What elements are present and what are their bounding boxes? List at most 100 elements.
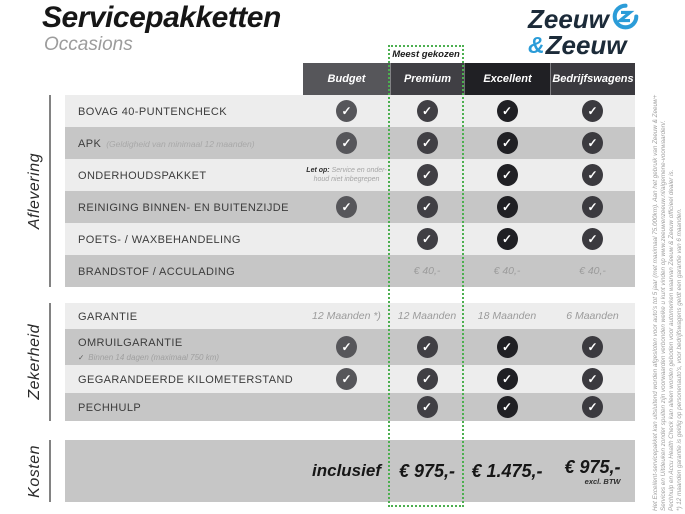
check-icon: ✓ bbox=[336, 132, 357, 154]
logo-word: Zeeuw bbox=[528, 4, 609, 34]
check-icon: ✓ bbox=[496, 228, 518, 250]
row-label: BRANDSTOF / ACCULADING bbox=[65, 262, 303, 280]
cell-premium: ✓ bbox=[390, 95, 464, 127]
table-row: ONDERHOUDSPAKKET Let op: Service en onder… bbox=[65, 159, 635, 191]
cell-budget: ✓ bbox=[303, 365, 390, 393]
price-value: € 1.475,- bbox=[471, 460, 543, 481]
column-headers: Budget Premium Excellent Bedrijfswagens bbox=[303, 63, 635, 95]
table-row: inclusief € 975,- € 1.475,- € 975,- excl. BT… bbox=[65, 440, 635, 502]
cell-bedrijfswagens: ✓ bbox=[550, 365, 635, 393]
zeeuw-en-zeeuw-logo: Zeeuw & Zeeuw bbox=[528, 3, 639, 58]
cell-bedrijfswagens: ✓ bbox=[550, 223, 635, 255]
cell-value: 6 Maanden bbox=[566, 310, 619, 322]
check-icon: ✓ bbox=[496, 368, 518, 390]
fineprint-line: Het Excellent-servicepakket kan uitsluit… bbox=[652, 94, 659, 511]
row-label-text: GEGARANDEERDE KILOMETERSTAND bbox=[78, 374, 294, 386]
check-icon: ✓ bbox=[582, 336, 603, 358]
page-title: Servicepakketten bbox=[42, 1, 281, 34]
check-icon: ✓ bbox=[416, 132, 438, 154]
column-header-excellent: Excellent bbox=[464, 63, 550, 95]
cell-excellent: ✓ bbox=[464, 95, 550, 127]
row-label: GEGARANDEERDE KILOMETERSTAND bbox=[65, 370, 303, 388]
cell-excellent: ✓ bbox=[464, 393, 550, 421]
cell-budget: ✓ bbox=[303, 329, 390, 365]
row-label-text: OMRUILGARANTIE bbox=[78, 336, 183, 349]
table-row: OMRUILGARANTIE ✓ Binnen 14 dagen (maximaal… bbox=[65, 329, 635, 365]
price: € 975,- bbox=[399, 461, 455, 482]
section-label-text: Zekerheid bbox=[26, 324, 43, 400]
cell-premium: 12 Maanden bbox=[390, 303, 464, 329]
table-row: POETS- / WAXBEHANDELING ✓ ✓ ✓ bbox=[65, 223, 635, 255]
section-label-aflevering: Aflevering bbox=[20, 95, 50, 287]
cell-budget bbox=[303, 223, 390, 255]
fineprint-line: *) 12 maanden garantie is geldig op pers… bbox=[676, 208, 683, 511]
cell-budget: ✓ bbox=[303, 127, 390, 159]
cell-bedrijfswagens: ✓ bbox=[550, 127, 635, 159]
price-value: € 975,- bbox=[564, 456, 621, 477]
fineprint-line: Services en Uitdeuken zonder spuiten zij… bbox=[660, 120, 667, 511]
column-header-label: Excellent bbox=[483, 73, 532, 85]
cell-premium: ✓ bbox=[390, 329, 464, 365]
cell-excellent: ✓ bbox=[464, 223, 550, 255]
check-icon: ✓ bbox=[582, 100, 603, 122]
cell-bedrijfswagens: ✓ bbox=[550, 95, 635, 127]
page-subtitle: Occasions bbox=[44, 34, 133, 55]
check-icon: ✓ bbox=[582, 228, 603, 250]
table-row: GARANTIE 12 Maanden *) 12 Maanden 18 Maande… bbox=[65, 303, 635, 329]
section-label-text: Aflevering bbox=[26, 152, 43, 230]
cell-budget bbox=[303, 393, 390, 421]
row-label-note: (Geldigheid van minimaal 12 maanden) bbox=[106, 139, 255, 149]
check-icon: ✓ bbox=[496, 132, 518, 154]
cell-premium: ✓ bbox=[390, 159, 464, 191]
price-note: excl. BTW bbox=[584, 476, 621, 486]
section-label-text: Kosten bbox=[26, 444, 43, 498]
column-header-label: Budget bbox=[327, 73, 366, 85]
check-icon: ✓ bbox=[336, 336, 357, 358]
row-label-text: BRANDSTOF / ACCULADING bbox=[78, 266, 236, 278]
cell-value: 12 Maanden *) bbox=[312, 310, 381, 322]
cell-budget: 12 Maanden *) bbox=[303, 303, 390, 329]
logo-line-2: & Zeeuw bbox=[528, 32, 639, 58]
cell-value: € 40,- bbox=[579, 265, 606, 277]
check-icon: ✓ bbox=[496, 100, 518, 122]
cell-value: 12 Maanden bbox=[397, 310, 457, 322]
note-bold: Let op: bbox=[306, 167, 332, 174]
cell-bedrijfswagens: ✓ bbox=[550, 393, 635, 421]
cell-bedrijfswagens: ✓ bbox=[550, 191, 635, 223]
cell-premium: ✓ bbox=[390, 365, 464, 393]
check-icon: ✓ bbox=[336, 100, 357, 122]
fineprint-line: Pechhulp en Accu Health Check kan alleen… bbox=[668, 169, 675, 511]
check-icon: ✓ bbox=[416, 196, 438, 218]
check-icon: ✓ bbox=[416, 100, 438, 122]
note-line: Service en onder- bbox=[331, 167, 387, 174]
row-label-text: REINIGING BINNEN- EN BUITENZIJDE bbox=[78, 202, 289, 214]
zeeuw-z-swoosh-icon bbox=[612, 3, 639, 33]
row-label: OMRUILGARANTIE ✓ Binnen 14 dagen (maximaal… bbox=[65, 333, 303, 362]
cell-excellent: € 1.475,- bbox=[464, 440, 550, 502]
cell-bedrijfswagens: 6 Maanden bbox=[550, 303, 635, 329]
cell-excellent: ✓ bbox=[464, 127, 550, 159]
row-label: APK (Geldigheid van minimaal 12 maanden) bbox=[65, 134, 303, 152]
cell-premium: ✓ bbox=[390, 191, 464, 223]
column-header-premium: Premium bbox=[390, 63, 464, 95]
check-icon: ✓ bbox=[496, 396, 518, 418]
check-icon: ✓ bbox=[416, 336, 438, 358]
check-icon: ✓ bbox=[336, 368, 357, 390]
check-icon: ✓ bbox=[416, 164, 438, 186]
table-row: GEGARANDEERDE KILOMETERSTAND ✓ ✓ ✓ ✓ bbox=[65, 365, 635, 393]
column-header-label: Bedrijfswagens bbox=[552, 73, 634, 85]
check-icon: ✓ bbox=[582, 196, 603, 218]
section-divider-line bbox=[49, 303, 51, 421]
check-icon: ✓ bbox=[582, 396, 603, 418]
row-label: BOVAG 40-PUNTENCHECK bbox=[65, 102, 303, 120]
row-label-text: PECHHULP bbox=[78, 402, 142, 414]
cell-budget: inclusief bbox=[303, 440, 390, 502]
check-icon: ✓ bbox=[496, 196, 518, 218]
table-row: APK (Geldigheid van minimaal 12 maanden) ✓… bbox=[65, 127, 635, 159]
cell-budget bbox=[303, 255, 390, 287]
cell-bedrijfswagens: ✓ bbox=[550, 329, 635, 365]
check-icon: ✓ bbox=[582, 368, 603, 390]
check-icon: ✓ bbox=[582, 132, 603, 154]
price-value: € 975,- bbox=[398, 460, 456, 481]
column-header-bedrijfswagens: Bedrijfswagens bbox=[550, 63, 635, 95]
